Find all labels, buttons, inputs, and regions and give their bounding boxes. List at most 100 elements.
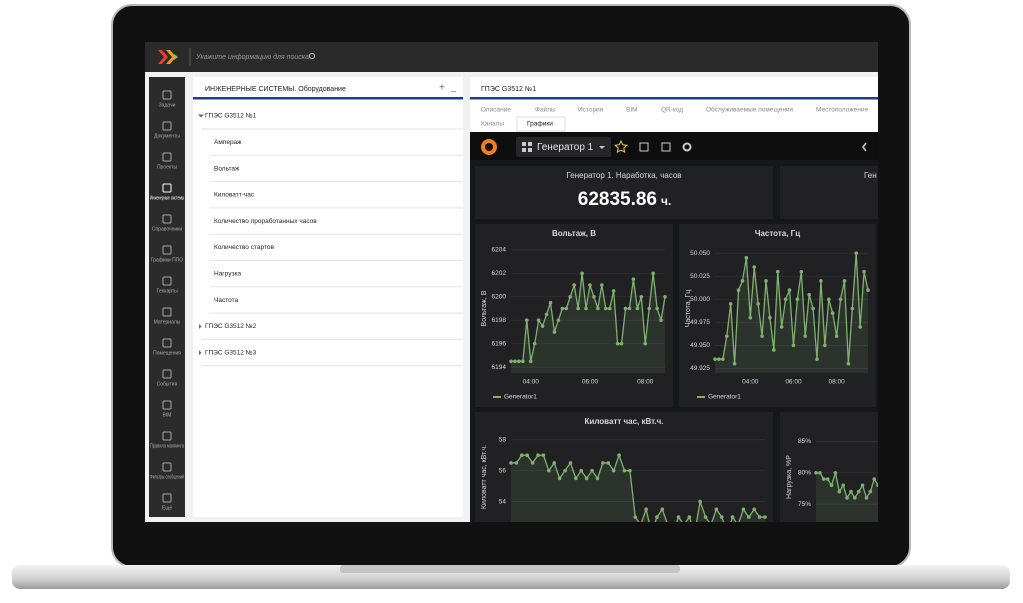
data-point <box>713 357 717 361</box>
stat-value: 62835.86 <box>578 189 657 210</box>
sidebar-icon[interactable] <box>162 214 172 224</box>
data-point <box>595 476 600 481</box>
star-button[interactable] <box>614 139 628 154</box>
sidebar-label[interactable]: Материалы <box>154 319 181 325</box>
sidebar-icon[interactable] <box>162 307 172 317</box>
sidebar-label[interactable]: События <box>157 381 178 387</box>
sidebar-label[interactable]: Помещения <box>153 350 181 356</box>
sidebar-icon[interactable] <box>162 462 172 472</box>
data-point <box>655 306 659 311</box>
data-point <box>579 468 584 473</box>
data-point <box>552 330 557 334</box>
expand-arrow[interactable] <box>199 350 202 356</box>
data-point <box>829 483 834 488</box>
data-point <box>772 348 776 352</box>
tree-item[interactable]: Частота <box>214 297 238 304</box>
legend-label[interactable]: Generator1 <box>708 394 741 401</box>
caret <box>599 146 605 149</box>
data-point <box>663 294 667 299</box>
back-button[interactable] <box>862 142 867 152</box>
sidebar-icon[interactable] <box>162 369 172 379</box>
tree-item[interactable]: Нагрузка <box>214 271 241 278</box>
tab[interactable]: Каналы <box>481 121 504 128</box>
tab[interactable]: Описание <box>481 107 511 114</box>
search-icon[interactable] <box>308 52 316 60</box>
logo <box>158 50 178 64</box>
tab[interactable]: Обслуживаемые помещения <box>706 106 794 114</box>
save-button[interactable] <box>661 142 671 152</box>
data-point <box>826 297 831 302</box>
dashboard-picker[interactable] <box>516 137 611 157</box>
tree-panel <box>193 77 463 517</box>
data-point <box>520 453 524 458</box>
settings-button[interactable] <box>682 142 692 152</box>
sidebar-label[interactable]: Техкарты <box>156 288 178 294</box>
data-point <box>717 357 721 361</box>
tree-item[interactable]: ГПЭС G3512 №1 <box>205 113 257 120</box>
tree-item[interactable]: Количество проработанных часов <box>214 217 317 225</box>
x-tick-label: 04:00 <box>523 379 540 386</box>
sidebar-icon[interactable] <box>162 245 172 255</box>
share-button[interactable] <box>639 142 649 152</box>
dashboard-name[interactable]: Генератор 1 <box>537 142 594 153</box>
sidebar-label[interactable]: Фильтры сообщений <box>150 473 184 480</box>
sidebar-icon[interactable] <box>162 431 172 441</box>
legend-label[interactable]: Generator1 <box>504 394 537 401</box>
data-point <box>818 470 822 475</box>
tab[interactable]: QR-код <box>661 107 683 114</box>
sidebar-label[interactable]: Графики ППО <box>151 257 183 263</box>
sidebar-icon[interactable] <box>162 276 172 286</box>
sidebar-label[interactable]: Инженерные системы <box>150 195 184 201</box>
add-button[interactable]: + <box>439 83 445 94</box>
data-point <box>536 453 540 458</box>
sidebar-label[interactable]: Задачи <box>159 102 176 108</box>
series-area <box>511 273 665 373</box>
tab[interactable]: История <box>578 107 604 114</box>
data-point <box>732 361 737 366</box>
tree-item[interactable]: Вольтаж <box>214 165 240 172</box>
sidebar-icon[interactable] <box>162 90 172 100</box>
sidebar-icon[interactable] <box>162 400 172 410</box>
data-point <box>811 306 815 311</box>
sidebar-label[interactable]: Проекты <box>157 164 177 170</box>
tree-item[interactable]: ГПЭС G3512 №2 <box>205 323 257 330</box>
data-point <box>730 515 735 519</box>
data-point <box>607 306 612 311</box>
sidebar-icon[interactable] <box>162 338 172 348</box>
data-point <box>563 468 567 473</box>
y-tick-label: 6202 <box>492 270 507 277</box>
data-point <box>698 499 702 504</box>
sidebar-items: Задачи Документы Проекты Инженерные системы… <box>150 90 184 511</box>
expand-arrow[interactable] <box>198 114 204 118</box>
data-point <box>864 496 869 500</box>
tab[interactable]: Файлы <box>535 106 556 114</box>
tab[interactable]: BIM <box>626 107 638 114</box>
search-input[interactable]: Укажите информацию для поиска <box>195 53 309 61</box>
data-point <box>590 468 594 473</box>
y-tick-label: 75% <box>798 501 811 508</box>
tree-item[interactable]: Ампераж <box>214 139 242 146</box>
sidebar-label[interactable]: Справочники <box>152 226 182 232</box>
data-point <box>748 315 753 320</box>
sidebar-label[interactable]: BIM <box>163 412 172 418</box>
sidebar-label[interactable]: Ещё <box>162 505 172 511</box>
minimize-button[interactable]: _ <box>450 81 457 91</box>
sidebar-icon[interactable] <box>162 183 172 193</box>
tree-item[interactable]: Киловатт-час <box>214 192 255 199</box>
data-point <box>757 515 762 519</box>
data-point <box>517 359 521 364</box>
data-point <box>596 306 600 311</box>
expand-arrow[interactable] <box>199 323 202 329</box>
tab[interactable]: Местоположение <box>816 107 868 114</box>
tab[interactable]: Графики <box>527 121 553 128</box>
sidebar-icon[interactable] <box>162 152 172 162</box>
sidebar-label[interactable]: Документы <box>154 133 180 139</box>
chart-panel <box>679 224 876 407</box>
x-tick-label: 04:00 <box>742 379 759 386</box>
tree-item[interactable]: Количество стартов <box>214 244 274 251</box>
tree-item[interactable]: ГПЭС G3512 №3 <box>205 349 257 356</box>
sidebar-icon[interactable] <box>162 493 172 503</box>
data-point <box>837 489 842 494</box>
sidebar-icon[interactable] <box>162 121 172 131</box>
sidebar-label[interactable]: Правила маппинга <box>150 443 184 449</box>
